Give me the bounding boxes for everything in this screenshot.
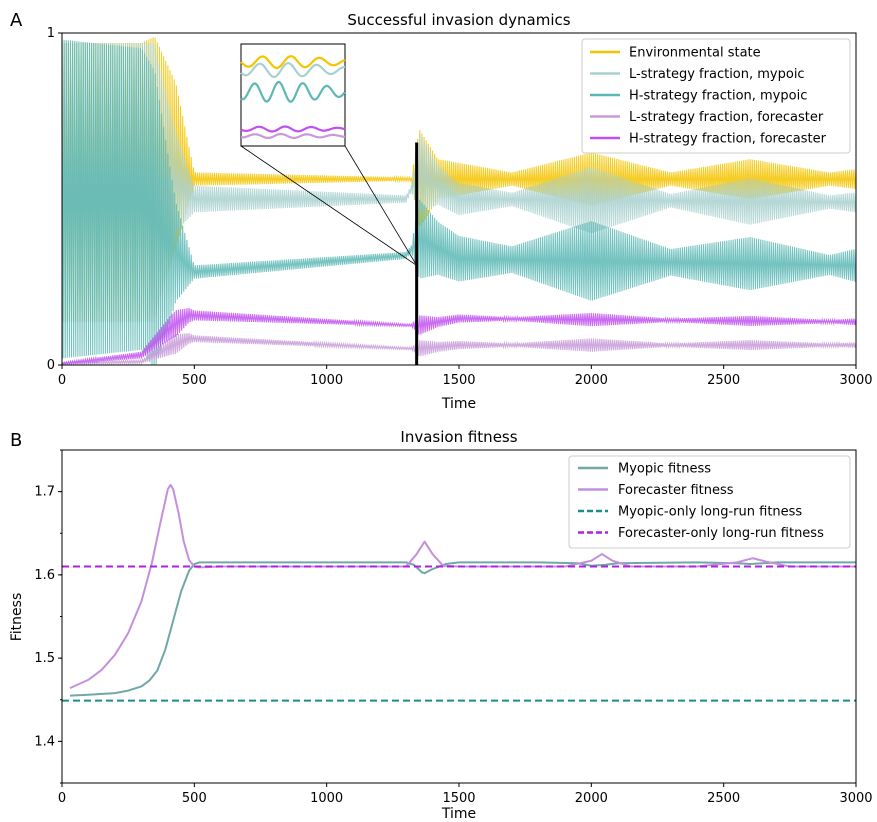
inset-environmental-state	[240, 55, 346, 70]
series-environmental-state	[61, 37, 857, 322]
x-tick-label: 500	[182, 373, 207, 388]
panel-b-ylabel: Fitness	[9, 593, 25, 642]
legend-label: Forecaster-only long-run fitness	[618, 526, 824, 541]
zoom-connector-line	[344, 145, 417, 266]
y-tick-label: 1.4	[34, 734, 55, 749]
y-tick-label: 1	[47, 26, 55, 41]
x-tick-label: 2000	[575, 791, 608, 806]
y-tick-label: 0	[47, 358, 55, 373]
inset-l-strategy-fraction-forecaster	[241, 132, 345, 139]
legend-label: Myopic fitness	[618, 462, 711, 477]
panel-b-xlabel: Time	[441, 806, 476, 822]
panel-a-xlabel: Time	[441, 396, 476, 412]
x-tick-label: 1000	[310, 373, 343, 388]
legend-label: L-strategy fraction, forecaster	[629, 110, 824, 125]
x-tick-label: 1500	[442, 373, 475, 388]
x-tick-label: 3000	[839, 373, 872, 388]
x-tick-label: 3000	[839, 791, 872, 806]
x-tick-label: 1500	[442, 791, 475, 806]
panel-label-a: A	[10, 10, 23, 31]
x-tick-label: 0	[58, 373, 66, 388]
series-h-strategy-fraction-mypoic	[61, 39, 857, 366]
x-tick-label: 2000	[575, 373, 608, 388]
inset-l-strategy-fraction-mypoic	[240, 61, 346, 79]
inset-h-strategy-fraction-forecaster	[240, 125, 346, 133]
zoom-inset	[240, 43, 419, 365]
series-l-strategy-fraction-forecaster	[61, 333, 857, 366]
panel-b-title: Invasion fitness	[400, 428, 517, 446]
legend-label: L-strategy fraction, mypoic	[629, 67, 805, 82]
x-tick-label: 1000	[310, 791, 343, 806]
series-myopic-fitness	[69, 561, 856, 697]
series-l-strategy-fraction-mypoic	[61, 42, 857, 322]
y-tick-label: 1.5	[34, 651, 55, 666]
legend-box	[568, 455, 851, 549]
legend-label: Myopic-only long-run fitness	[618, 505, 802, 520]
series-h-strategy-fraction-forecaster	[61, 307, 857, 366]
legend-label: Forecaster fitness	[618, 483, 734, 498]
panel-b-chart: Invasion fitness Time Fitness 0 500 1000 15…	[9, 428, 873, 822]
y-tick-label: 1.6	[34, 568, 55, 583]
x-tick-label: 0	[58, 791, 66, 806]
y-tick-label: 1.7	[34, 485, 55, 500]
inset-h-strategy-fraction-mypoic	[240, 80, 346, 103]
legend-label: Environmental state	[629, 46, 761, 61]
legend-label: H-strategy fraction, forecaster	[629, 132, 827, 147]
x-tick-label: 2500	[707, 791, 740, 806]
panel-a-title: Successful invasion dynamics	[347, 11, 570, 29]
zoom-connector-line	[240, 145, 417, 266]
panel-a-chart: Successful invasion dynamics Time 0 500 10…	[47, 11, 873, 412]
legend-label: H-strategy fraction, mypoic	[629, 89, 807, 104]
x-tick-label: 2500	[707, 373, 740, 388]
panel-label-b: B	[10, 430, 22, 451]
panel-b-legend: Myopic fitness Forecaster fitness Myopic-o…	[568, 455, 851, 549]
panel-a-legend: Environmental state L-strategy fraction, …	[581, 38, 851, 154]
x-tick-label: 500	[182, 791, 207, 806]
legend-box	[581, 38, 851, 154]
